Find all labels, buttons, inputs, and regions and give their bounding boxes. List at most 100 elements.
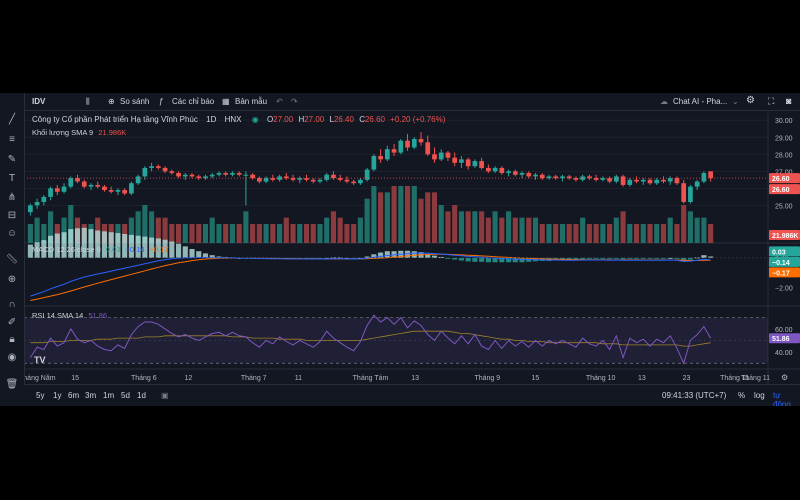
volume-bar xyxy=(613,217,619,243)
percent-scale-toggle[interactable]: % xyxy=(738,391,746,400)
templates-icon[interactable]: ▦ xyxy=(222,97,230,106)
candle-body xyxy=(41,196,47,202)
candle-body xyxy=(243,174,249,176)
indicators-button[interactable]: Các chỉ báo xyxy=(172,97,215,106)
pattern-icon[interactable]: ⋔ xyxy=(7,192,17,203)
prediction-icon[interactable]: ⊟ xyxy=(7,210,17,221)
candle-body xyxy=(324,174,330,180)
fullscreen-icon[interactable]: ⛶ xyxy=(768,96,775,106)
macd-histogram-bar xyxy=(74,228,81,258)
volume-bar xyxy=(330,211,337,243)
macd-legend[interactable]: MACD 12 26 close 9 0.03 −0.14 −0.17 xyxy=(32,245,169,254)
volume-bar xyxy=(95,217,101,243)
auto-scale-toggle[interactable]: tự động xyxy=(773,391,791,406)
range-1d[interactable]: 1d xyxy=(137,391,146,400)
range-3m[interactable]: 3m xyxy=(85,391,97,400)
macd-histogram-bar xyxy=(115,233,121,258)
volume-bar xyxy=(640,224,646,243)
range-6m[interactable]: 6m xyxy=(68,391,80,400)
clock-time[interactable]: 09:41:33 (UTC+7) xyxy=(662,391,727,400)
volume-bar xyxy=(229,224,235,243)
candle-body xyxy=(425,142,431,155)
macd-histogram-bar xyxy=(640,257,646,259)
lock-icon[interactable]: 🔒︎ xyxy=(9,334,15,345)
tradingview-logo[interactable]: TV xyxy=(34,355,46,365)
chart-canvas[interactable]: 30.0029.0028.0027.0026.0025.000.00−2.006… xyxy=(0,93,800,406)
volume-legend[interactable]: Khối lượng SMA 9 21.986K xyxy=(32,128,126,137)
macd-histogram-bar xyxy=(485,257,491,263)
macd-histogram-bar xyxy=(681,257,687,262)
text-tool-icon[interactable]: T xyxy=(8,173,16,184)
candle-body xyxy=(257,178,262,182)
candle-body xyxy=(230,173,235,175)
eye-icon[interactable]: ◉ xyxy=(7,352,17,363)
volume-bar xyxy=(687,211,693,243)
compare-button[interactable]: So sánh xyxy=(120,97,150,106)
brush-icon[interactable]: ✎ xyxy=(7,154,17,165)
candle-body xyxy=(189,174,195,177)
trend-line-icon[interactable]: ╱ xyxy=(8,114,16,125)
templates-button[interactable]: Bản mẫu xyxy=(235,97,268,106)
chat-ai-button[interactable]: Chat AI - Pha... xyxy=(673,97,728,106)
magnet-icon[interactable]: ∩ xyxy=(8,299,16,310)
macd-histogram-bar xyxy=(465,257,471,262)
candle-body xyxy=(405,140,410,148)
chevron-down-icon[interactable]: ⌄ xyxy=(732,97,739,106)
macd-histogram-bar xyxy=(101,231,108,258)
symbol-search[interactable]: IDV xyxy=(32,97,46,106)
volume-bar xyxy=(620,211,626,243)
ruler-icon[interactable]: 📏︎ xyxy=(5,254,19,265)
stay-drawing-icon[interactable]: ✐ xyxy=(7,317,17,328)
macd-histogram-bar xyxy=(41,240,47,258)
bottom-toolbar: 5y 1y 6m 3m 1m 5d 1d ▣ 09:41:33 (UTC+7) … xyxy=(24,384,800,406)
macd-histogram-bar xyxy=(687,257,693,260)
macd-histogram-bar xyxy=(81,227,87,258)
macd-histogram-bar xyxy=(633,257,640,259)
macd-histogram-bar xyxy=(458,257,464,261)
volume-bar xyxy=(61,217,67,243)
range-1y[interactable]: 1y xyxy=(53,391,62,400)
rsi-legend[interactable]: RSI 14 SMA 14 51.86 xyxy=(32,311,107,320)
macd-histogram-bar xyxy=(34,242,40,258)
undo-icon[interactable]: ↶ xyxy=(276,97,283,106)
volume-bar xyxy=(277,224,283,243)
candle-body xyxy=(499,167,505,174)
compare-icon[interactable]: ⊕ xyxy=(108,97,115,106)
candle-body xyxy=(438,152,444,160)
bar-style-icon[interactable]: ⫼ xyxy=(86,97,90,106)
candle-body xyxy=(34,201,40,206)
emoji-icon[interactable]: ☺ xyxy=(6,228,18,239)
date-range-icon[interactable]: ▣ xyxy=(161,391,169,400)
candle-body xyxy=(142,167,148,177)
range-5d[interactable]: 5d xyxy=(121,391,130,400)
price-tick-label: 30.00 xyxy=(775,118,793,125)
volume-bar xyxy=(162,217,168,243)
volume-bar xyxy=(452,205,458,243)
volume-bar xyxy=(364,198,370,243)
volume-bar xyxy=(398,186,404,243)
settings-gear-icon[interactable]: ⚙ xyxy=(746,95,755,106)
candle-body xyxy=(88,184,94,187)
volume-bar xyxy=(681,205,687,243)
volume-bar xyxy=(27,224,33,243)
macd-histogram-bar xyxy=(593,257,599,259)
parallel-channel-icon[interactable]: ≡ xyxy=(9,134,15,145)
volume-bar xyxy=(371,186,377,243)
macd-histogram-bar xyxy=(647,257,653,259)
indicators-icon[interactable]: ƒ xyxy=(159,97,164,106)
macd-histogram-bar xyxy=(189,249,195,258)
range-1m[interactable]: 1m xyxy=(103,391,115,400)
candle-body xyxy=(627,179,633,185)
zoom-in-icon[interactable]: ⊕ xyxy=(7,274,17,285)
macd-histogram-bar xyxy=(613,257,619,259)
camera-icon[interactable]: ◙ xyxy=(786,96,792,106)
range-5y[interactable]: 5y xyxy=(36,391,45,400)
log-scale-toggle[interactable]: log xyxy=(754,391,765,400)
candle-body xyxy=(28,205,33,213)
candle-body xyxy=(587,176,592,179)
redo-icon[interactable]: ↷ xyxy=(291,97,298,106)
macd-histogram-bar xyxy=(317,257,323,259)
time-tick-label: Tháng Năm xyxy=(19,375,56,382)
trash-icon[interactable]: 🗑︎ xyxy=(5,379,19,390)
volume-bar xyxy=(438,205,444,243)
